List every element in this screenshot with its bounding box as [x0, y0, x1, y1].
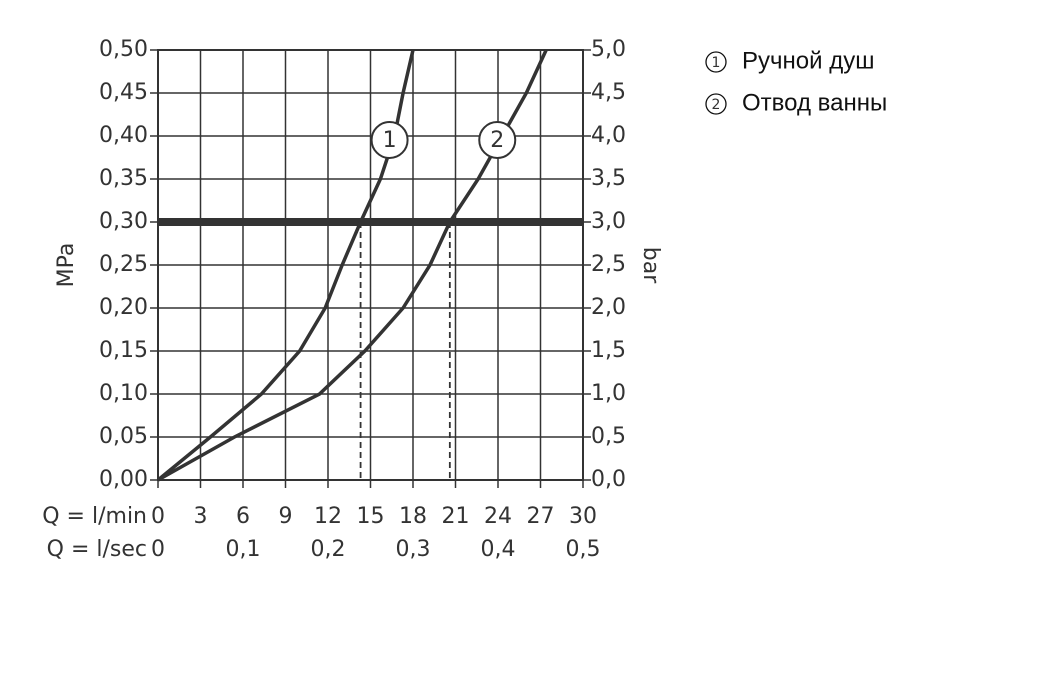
legend-marker: [705, 93, 727, 115]
y2-tick-label: 2,0: [591, 295, 626, 320]
y2-tick-label: 1,0: [591, 381, 626, 406]
x2-tick-label: 0,3: [396, 537, 431, 562]
y2-tick-label: 4,0: [591, 123, 626, 148]
y2-tick-label: 0,5: [591, 424, 626, 449]
legend-label: Ручной душ: [742, 47, 874, 74]
x2-axis-label: Q = l/sec: [47, 537, 147, 562]
x-tick-label: 0: [151, 504, 165, 529]
y2-tick-label: 0,0: [591, 467, 626, 492]
x2-tick-label: 0,2: [311, 537, 346, 562]
y-tick-label: 0,00: [99, 467, 148, 492]
y-tick-label: 0,15: [99, 338, 148, 363]
x-tick-label: 30: [569, 504, 597, 529]
x2-tick-label: 0,5: [566, 537, 601, 562]
x2-tick-label: 0,1: [226, 537, 261, 562]
y-tick-label: 0,30: [99, 209, 148, 234]
x2-tick-label: 0: [151, 537, 165, 562]
y-tick-label: 0,20: [99, 295, 148, 320]
y2-axis-label: bar: [638, 247, 663, 284]
y-tick-label: 0,05: [99, 424, 148, 449]
legend-label: Отвод ванны: [742, 89, 887, 116]
y-tick-label: 0,25: [99, 252, 148, 277]
x-tick-label: 21: [442, 504, 470, 529]
x2-tick-label: 0,4: [481, 537, 516, 562]
y-tick-label: 0,40: [99, 123, 148, 148]
curve-label-circle: [478, 121, 517, 159]
y-tick-label: 0,50: [99, 37, 148, 62]
y-tick-label: 0,10: [99, 381, 148, 406]
curve-label: 2: [490, 128, 504, 153]
x-tick-label: 24: [484, 504, 512, 529]
x-tick-label: 18: [399, 504, 427, 529]
x-tick-label: 6: [236, 504, 250, 529]
y2-tick-label: 4,5: [591, 80, 626, 105]
curve: [156, 49, 415, 482]
legend-marker-label: 1: [712, 55, 721, 71]
y2-tick-label: 3,5: [591, 166, 626, 191]
y2-tick-label: 1,5: [591, 338, 626, 363]
y-axis-label: MPa: [54, 243, 79, 288]
y-tick-label: 0,45: [99, 80, 148, 105]
legend-marker: [705, 51, 727, 73]
y2-tick-label: 3,0: [591, 209, 626, 234]
y2-tick-label: 5,0: [591, 37, 626, 62]
x-tick-label: 3: [194, 504, 208, 529]
curve-label-circle: [370, 121, 409, 159]
legend-marker-label: 2: [712, 97, 721, 113]
x-axis-label: Q = l/min: [42, 504, 147, 529]
x-tick-label: 27: [527, 504, 555, 529]
plot-frame: [157, 49, 584, 481]
x-tick-label: 12: [314, 504, 342, 529]
curve-label: 1: [383, 128, 397, 153]
curve: [157, 49, 548, 482]
y2-tick-label: 2,5: [591, 252, 626, 277]
y-tick-label: 0,35: [99, 166, 148, 191]
x-tick-label: 15: [357, 504, 385, 529]
x-tick-label: 9: [279, 504, 293, 529]
